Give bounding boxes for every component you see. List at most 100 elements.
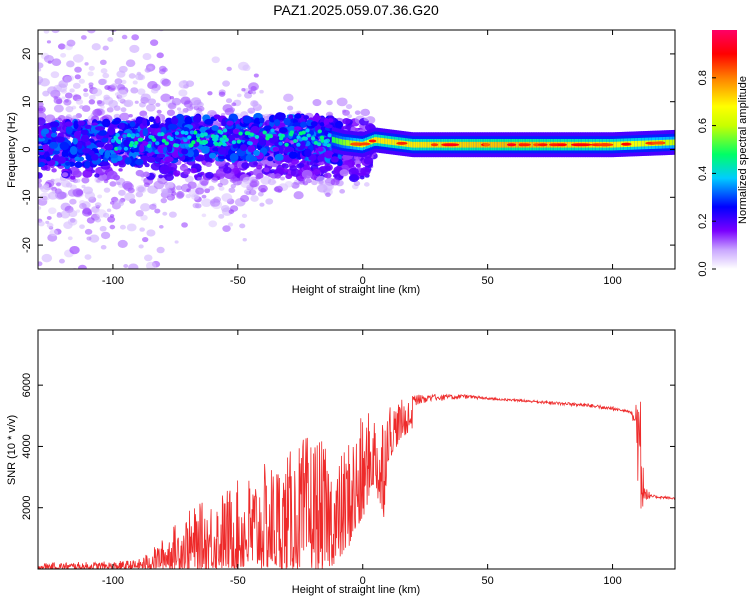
spectrogram-blob — [137, 186, 145, 193]
spectrogram-blob — [231, 102, 237, 107]
spectrogram-blob — [363, 116, 370, 122]
spectrogram-blob — [283, 168, 289, 173]
spectrogram-blob — [330, 156, 339, 163]
spectrogram-blob — [299, 178, 305, 183]
x-tick-label: -50 — [230, 575, 246, 587]
spectrogram-peak — [115, 133, 120, 138]
spectrogram-peak — [268, 134, 274, 139]
spectrogram-blob — [47, 60, 53, 64]
colorbar-tick-label: 0.8 — [697, 70, 709, 85]
spectrogram-band — [462, 141, 466, 148]
spectrogram-blob — [262, 113, 271, 121]
spectrogram-blob — [86, 217, 95, 224]
snr-y-ticks: 2000 4000 6000 — [21, 373, 675, 520]
spectrogram-blob — [229, 153, 239, 162]
spectrogram-blob — [324, 165, 332, 171]
spectrogram-blob — [74, 156, 80, 161]
spectrogram-band — [429, 141, 433, 148]
spectrogram-band — [473, 141, 476, 148]
spectrogram-band — [669, 139, 672, 146]
spectrogram-blob — [150, 39, 159, 46]
spectrogram-blob — [155, 116, 161, 124]
spectrogram-blob — [120, 107, 127, 113]
spectrogram-band — [408, 141, 412, 148]
spectrogram-blob — [174, 138, 181, 145]
spectrogram-peak — [284, 142, 289, 147]
spectrogram-blob — [274, 112, 285, 121]
spectrogram-blob — [88, 99, 96, 105]
spectrogram-blob — [64, 115, 70, 121]
spectrogram-blob — [159, 165, 171, 174]
spectrogram-peak — [146, 143, 152, 148]
snr-y-label: SNR (10 * v/v) — [6, 415, 18, 485]
spectrogram-peak — [222, 142, 227, 147]
spectrogram-blob — [73, 130, 81, 139]
spectrogram-blob — [87, 71, 94, 77]
spectrogram-blob — [217, 182, 223, 188]
spectrogram-band — [504, 141, 508, 148]
spectrogram-blob — [164, 182, 174, 190]
spectrogram-blob — [161, 78, 171, 87]
spectrogram-peak — [248, 141, 253, 146]
spectrogram-blob — [253, 73, 259, 78]
spectrogram-band — [466, 141, 469, 148]
spectrogram-blob — [250, 126, 260, 134]
spectrogram-blob — [313, 168, 321, 176]
spectrogram-blob — [78, 78, 85, 84]
spectrogram-blob — [88, 94, 96, 101]
spectrogram-band — [546, 141, 550, 148]
spectrogram-blob — [145, 261, 157, 269]
spectrogram-blob — [75, 189, 84, 196]
spectrogram-blob — [222, 80, 231, 87]
spectrogram-blob — [66, 39, 76, 47]
spectrogram-blob — [103, 187, 111, 193]
spectrogram-band — [630, 141, 634, 147]
spectrogram-blob — [250, 195, 259, 202]
spectrogram-blob — [63, 98, 72, 106]
spectrogram-blob — [99, 59, 107, 65]
spectrogram-blob — [140, 93, 151, 102]
spectrogram-blob — [111, 120, 120, 125]
spectrogram-blob — [360, 108, 369, 117]
spectrogram-peak — [132, 144, 138, 149]
spectrogram-blob — [319, 180, 324, 185]
spectrogram-blob — [103, 179, 109, 184]
spectrogram-blob — [297, 162, 305, 168]
spectrogram-peak — [199, 132, 205, 137]
spectrogram-blob — [56, 182, 62, 187]
spectrogram-blob — [107, 216, 116, 223]
spectrogram-band — [461, 141, 464, 148]
spectrogram-blob — [109, 22, 118, 29]
spectrogram-blob — [161, 188, 172, 197]
spectrogram-peak — [262, 130, 267, 135]
spectrogram-blob — [265, 159, 274, 167]
spectrogram-blob — [129, 44, 140, 53]
spectrogram-blob — [167, 123, 178, 130]
spectrogram-x-label: Height of straight line (km) — [292, 284, 420, 296]
spectrogram-blob — [241, 213, 248, 219]
spectrogram-blob — [154, 208, 161, 214]
spectrogram-y-label: Frequency (Hz) — [6, 112, 18, 188]
spectrogram-blob — [64, 121, 73, 127]
spectrogram-band — [569, 141, 572, 148]
spectrogram-peak — [301, 136, 307, 141]
spectrogram-band — [427, 141, 431, 148]
spectrogram-blob — [207, 91, 213, 96]
spectrogram-blob — [360, 167, 371, 176]
spectrogram-blob — [209, 198, 221, 207]
spectrogram-blob — [39, 271, 45, 276]
spectrogram-blob — [158, 224, 164, 229]
spectrogram-blob — [116, 70, 126, 78]
spectrogram-blob — [281, 163, 287, 167]
spectrogram-band — [492, 141, 496, 148]
spectrogram-band — [499, 141, 503, 148]
spectrogram-blob — [301, 169, 313, 179]
spectrogram-blob — [258, 184, 268, 193]
spectrogram-blob — [84, 62, 89, 66]
spectrogram-blob — [278, 127, 288, 134]
spectrogram-band — [344, 139, 347, 146]
spectrogram-blob — [121, 34, 128, 40]
spectrogram-blob — [84, 124, 92, 130]
spectrogram-blob — [38, 137, 46, 142]
spectrogram-blob — [363, 156, 374, 165]
